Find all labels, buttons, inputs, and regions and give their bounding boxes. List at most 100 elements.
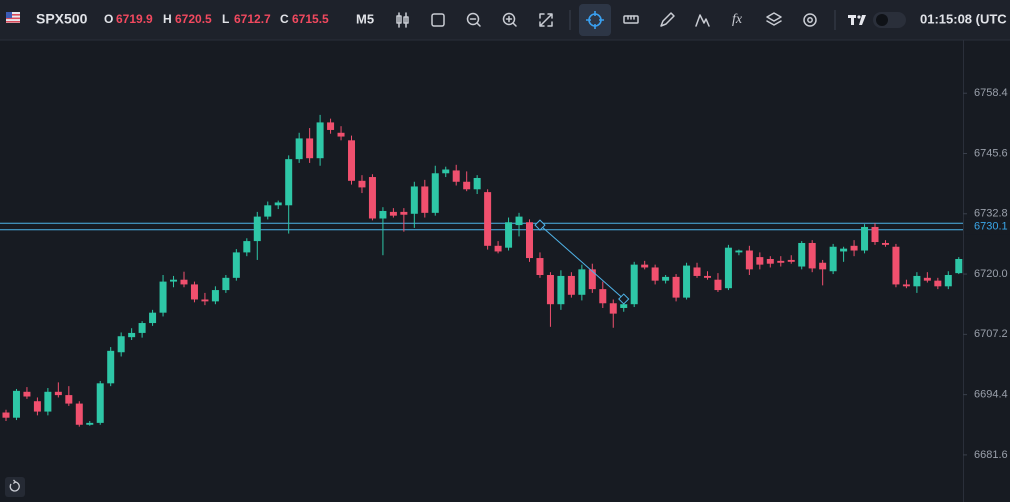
candle-body [881, 242, 889, 245]
candle-body [641, 264, 649, 268]
y-tick-label: 6732.8 [974, 208, 1008, 220]
price-label-box [964, 218, 1010, 235]
price-label: 6730.1 [974, 220, 1008, 232]
trend-handle [618, 293, 630, 305]
candle-body [117, 336, 125, 353]
clock: 01:15:08 (UTC [920, 11, 1007, 26]
ohlc-value: 6720.5 [175, 12, 212, 26]
candle-body [683, 265, 691, 298]
candle-body [442, 169, 450, 174]
candle-body [107, 350, 115, 384]
candle-body [159, 281, 167, 313]
trend-handle [534, 219, 546, 231]
candle-body [567, 275, 575, 295]
candle-body [12, 390, 20, 418]
candle-body [526, 222, 533, 259]
candle-body [693, 267, 701, 276]
candle-body [431, 173, 439, 213]
candle-body [651, 267, 659, 281]
tv-logo [848, 15, 866, 25]
symbol[interactable]: SPX500 [36, 11, 88, 27]
candle-body [505, 222, 513, 248]
reset-icon [9, 481, 20, 492]
ohlc-label: H [163, 12, 172, 26]
candle-body [850, 245, 858, 251]
ohlc-value: 6712.7 [234, 12, 271, 26]
candle-body [955, 258, 963, 274]
candle-body [599, 289, 607, 304]
ohlc-value: 6719.9 [116, 12, 153, 26]
candle-body [452, 170, 460, 182]
candle-body [923, 277, 931, 281]
toolbar [0, 0, 1010, 40]
candle-body [410, 186, 418, 214]
crosshair-icon[interactable] [586, 11, 604, 29]
candle-body [798, 242, 806, 267]
candle-body [264, 205, 272, 217]
candles-icon[interactable] [396, 12, 409, 28]
candle-body [327, 122, 335, 130]
ohlc-legend: O 6719.9 H 6720.5 L 6712.7 C 6715.5 [104, 12, 329, 26]
reset-button[interactable] [5, 477, 25, 497]
candle-body [232, 252, 240, 278]
candle-body [473, 177, 481, 190]
candle-body [65, 395, 73, 404]
candle-body [285, 159, 293, 206]
timeframe[interactable]: M5 [356, 11, 374, 26]
crosshair-active[interactable] [579, 4, 611, 36]
fullscreen-icon[interactable] [539, 13, 553, 27]
candle-body [546, 275, 554, 305]
candle-body [745, 250, 753, 270]
candle-body [54, 391, 62, 396]
zoom-in-icon[interactable] [502, 12, 517, 27]
pencil-icon[interactable] [660, 12, 675, 27]
candle-body [222, 277, 230, 291]
candle-body [840, 248, 848, 252]
candle-body [316, 122, 324, 159]
y-tick-label: 6694.4 [974, 389, 1008, 401]
candle-body [33, 401, 41, 412]
candle-body [756, 257, 764, 265]
candle-body [128, 332, 136, 338]
candle-body [211, 290, 219, 302]
candle-body [149, 312, 157, 324]
candle-body [588, 269, 596, 290]
candle-body [703, 275, 711, 278]
candle-body [421, 186, 429, 213]
candle-body [2, 412, 10, 418]
candle-body [400, 211, 408, 215]
candle-body [348, 140, 356, 181]
candle-body [23, 391, 31, 397]
y-tick-label: 6720.0 [974, 268, 1008, 280]
fx-icon[interactable]: fx [732, 12, 743, 27]
candle-body [253, 216, 261, 242]
candle-body [630, 264, 638, 305]
ohlc-label: O [104, 12, 113, 26]
candle-body [861, 226, 869, 251]
candle-body [578, 269, 586, 295]
candle-body [484, 192, 492, 246]
candle-body [358, 180, 366, 188]
candle-body [536, 258, 544, 276]
candle-body [274, 202, 282, 206]
candle-body [44, 391, 52, 412]
candle-body [934, 280, 942, 287]
square-icon[interactable] [431, 13, 445, 27]
y-tick-label: 6707.2 [974, 328, 1008, 340]
layers-icon[interactable] [766, 12, 782, 26]
candle-body [170, 279, 178, 282]
y-tick-label: 6681.6 [974, 449, 1008, 461]
settings-icon[interactable] [803, 13, 817, 27]
zoom-out-icon[interactable] [466, 12, 481, 27]
indicator-icon[interactable] [695, 14, 710, 27]
candle-body [190, 284, 198, 300]
reset-arrow [12, 479, 17, 485]
candle-body [714, 279, 722, 291]
candle-body [819, 262, 827, 270]
candle-body [243, 241, 251, 253]
candle-body [86, 422, 94, 425]
candle-body [609, 303, 617, 314]
candle-body [662, 276, 670, 281]
ruler-icon[interactable] [623, 15, 639, 24]
